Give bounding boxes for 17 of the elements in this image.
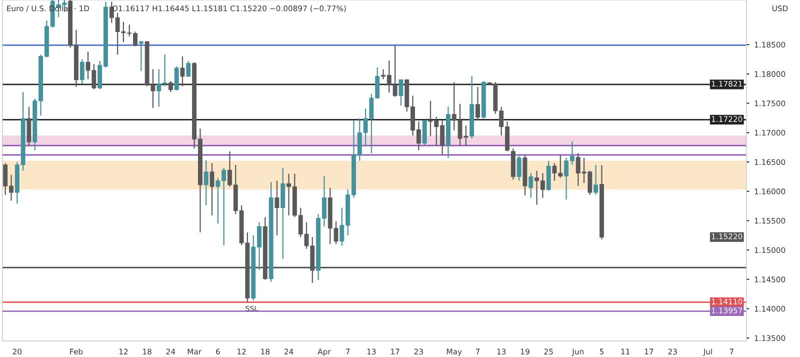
candlestick — [528, 172, 534, 198]
candlestick — [546, 160, 551, 192]
candlestick — [274, 180, 280, 236]
candlestick — [168, 80, 173, 93]
candlestick — [398, 78, 404, 106]
candlestick — [476, 86, 480, 121]
candlestick — [210, 162, 214, 216]
candlestick — [516, 156, 522, 182]
candlestick — [204, 160, 208, 206]
candlestick — [174, 66, 179, 91]
candlestick — [422, 120, 427, 146]
candlestick — [594, 164, 598, 196]
candlestick — [186, 60, 191, 78]
candlestick — [138, 40, 144, 72]
candlestick — [80, 58, 84, 84]
candlestick — [180, 56, 185, 87]
candlestick — [26, 106, 32, 147]
